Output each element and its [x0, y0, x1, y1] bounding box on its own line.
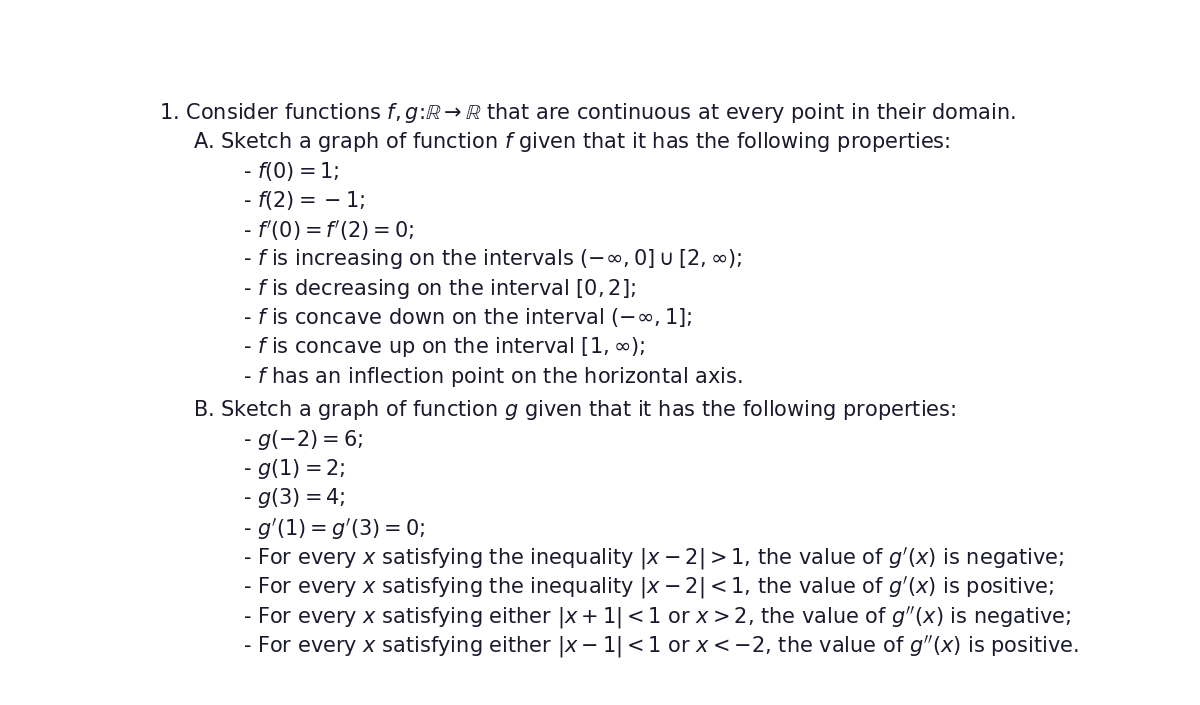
Text: - $f'(0) = f'(2) = 0$;: - $f'(0) = f'(2) = 0$; [242, 218, 414, 243]
Text: - $f$ is increasing on the intervals $(-\infty, 0] \cup [2, \infty)$;: - $f$ is increasing on the intervals $(-… [242, 247, 743, 271]
Text: - $f(2) = -1$;: - $f(2) = -1$; [242, 189, 365, 211]
Text: - $f$ is decreasing on the interval $[0, 2]$;: - $f$ is decreasing on the interval $[0,… [242, 277, 636, 301]
Text: - $f$ has an inflection point on the horizontal axis.: - $f$ has an inflection point on the hor… [242, 364, 743, 388]
Text: - For every $x$ satisfying either $|x + 1| < 1$ or $x > 2$, the value of $g''(x): - For every $x$ satisfying either $|x + … [242, 603, 1072, 630]
Text: - $f$ is concave up on the interval $[1, \infty)$;: - $f$ is concave up on the interval $[1,… [242, 336, 646, 360]
Text: - $f$ is concave down on the interval $(-\infty, 1]$;: - $f$ is concave down on the interval $(… [242, 306, 692, 329]
Text: - $g'(1) = g'(3) = 0$;: - $g'(1) = g'(3) = 0$; [242, 515, 425, 541]
Text: B. Sketch a graph of function $g$ given that it has the following properties:: B. Sketch a graph of function $g$ given … [193, 398, 956, 422]
Text: - $g(-2) = 6$;: - $g(-2) = 6$; [242, 428, 364, 452]
Text: - For every $x$ satisfying the inequality $|x - 2| < 1$, the value of $g'(x)$ is: - For every $x$ satisfying the inequalit… [242, 575, 1055, 601]
Text: - $g(1) = 2$;: - $g(1) = 2$; [242, 457, 346, 481]
Text: A. Sketch a graph of function $f$ given that it has the following properties:: A. Sketch a graph of function $f$ given … [193, 130, 950, 154]
Text: 1. Consider functions $f, g\colon \mathbb{R} \to \mathbb{R}$ that are continuous: 1. Consider functions $f, g\colon \mathb… [160, 101, 1016, 125]
Text: - $g(3) = 4$;: - $g(3) = 4$; [242, 486, 346, 510]
Text: - For every $x$ satisfying the inequality $|x - 2| > 1$, the value of $g'(x)$ is: - For every $x$ satisfying the inequalit… [242, 545, 1064, 572]
Text: - $f(0) = 1$;: - $f(0) = 1$; [242, 159, 340, 183]
Text: - For every $x$ satisfying either $|x - 1| < 1$ or $x < -2$, the value of $g''(x: - For every $x$ satisfying either $|x - … [242, 633, 1079, 660]
